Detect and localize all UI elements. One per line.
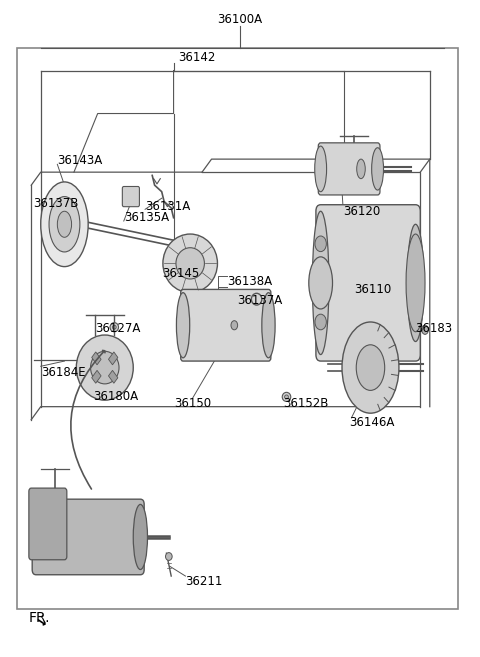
Text: 36183: 36183	[416, 322, 453, 335]
Text: 36138A: 36138A	[227, 275, 272, 288]
Ellipse shape	[166, 553, 172, 560]
Ellipse shape	[262, 292, 275, 358]
Ellipse shape	[41, 182, 88, 267]
Bar	[92, 371, 101, 383]
Circle shape	[315, 236, 326, 252]
Ellipse shape	[282, 392, 291, 401]
Ellipse shape	[285, 395, 288, 399]
Bar	[92, 352, 101, 365]
Text: FR.: FR.	[29, 612, 50, 625]
Text: 36184E: 36184E	[41, 367, 85, 379]
FancyBboxPatch shape	[180, 290, 271, 361]
Text: 36146A: 36146A	[349, 417, 395, 430]
Text: 36152B: 36152B	[283, 397, 328, 410]
Ellipse shape	[342, 322, 399, 413]
Ellipse shape	[406, 234, 425, 332]
FancyBboxPatch shape	[32, 499, 144, 575]
Bar	[17, 49, 458, 608]
Ellipse shape	[49, 196, 80, 252]
Text: 36131A: 36131A	[145, 200, 191, 212]
Ellipse shape	[315, 146, 326, 192]
Ellipse shape	[57, 212, 72, 237]
FancyBboxPatch shape	[318, 143, 380, 195]
Ellipse shape	[176, 248, 204, 279]
FancyBboxPatch shape	[29, 488, 67, 560]
Ellipse shape	[372, 148, 384, 190]
Circle shape	[231, 321, 238, 330]
Text: 36137B: 36137B	[34, 197, 79, 210]
Circle shape	[422, 325, 428, 334]
Bar	[108, 371, 118, 383]
Ellipse shape	[163, 234, 217, 292]
Ellipse shape	[110, 323, 119, 332]
Ellipse shape	[177, 292, 190, 358]
Text: 36135A: 36135A	[124, 212, 169, 224]
Text: 36143A: 36143A	[57, 154, 103, 167]
Text: 36142: 36142	[179, 51, 216, 64]
Ellipse shape	[91, 351, 119, 384]
Ellipse shape	[133, 505, 147, 570]
Text: 36137A: 36137A	[238, 294, 283, 307]
Text: 36150: 36150	[174, 397, 211, 410]
Ellipse shape	[112, 325, 116, 329]
Text: 36180A: 36180A	[93, 390, 138, 403]
Text: 36127A: 36127A	[96, 322, 141, 335]
Ellipse shape	[312, 212, 329, 355]
Circle shape	[315, 314, 326, 330]
Bar	[108, 352, 118, 365]
Ellipse shape	[309, 257, 333, 309]
Ellipse shape	[357, 159, 365, 179]
Text: 36110: 36110	[354, 283, 391, 296]
Text: 36120: 36120	[343, 205, 381, 217]
FancyBboxPatch shape	[122, 187, 139, 207]
FancyBboxPatch shape	[316, 205, 420, 361]
Ellipse shape	[356, 345, 384, 390]
Text: 36211: 36211	[185, 575, 223, 588]
Ellipse shape	[407, 224, 424, 342]
Text: 36100A: 36100A	[217, 12, 263, 26]
Text: 36145: 36145	[162, 267, 199, 281]
Ellipse shape	[76, 335, 133, 400]
